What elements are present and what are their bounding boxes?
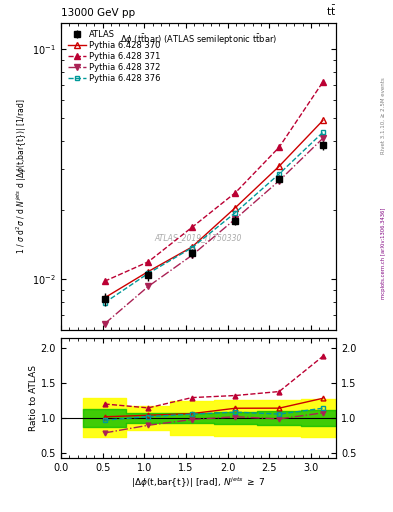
Pythia 6.428 372: [189, 252, 194, 259]
Pythia 6.428 370: [320, 117, 325, 123]
Pythia 6.428 376: [146, 270, 151, 276]
Text: t$\bar{\mathrm{t}}$: t$\bar{\mathrm{t}}$: [326, 4, 336, 18]
Pythia 6.428 371: [233, 189, 238, 196]
Pythia 6.428 376: [102, 300, 107, 306]
Pythia 6.428 372: [320, 135, 325, 141]
Pythia 6.428 370: [146, 268, 151, 274]
Pythia 6.428 370: [277, 163, 281, 169]
X-axis label: |$\Delta\phi$(t,bar{t})| [rad], $N^{jets}$ $\geq$ 7: |$\Delta\phi$(t,bar{t})| [rad], $N^{jets…: [131, 476, 266, 490]
Pythia 6.428 370: [102, 295, 107, 301]
Pythia 6.428 370: [189, 244, 194, 250]
Pythia 6.428 371: [102, 278, 107, 284]
Y-axis label: Ratio to ATLAS: Ratio to ATLAS: [29, 365, 38, 431]
Text: Rivet 3.1.10, ≥ 2.5M events: Rivet 3.1.10, ≥ 2.5M events: [381, 77, 386, 154]
Text: $\Delta\phi$ (t$\bar{\mathrm{t}}$bar) (ATLAS semileptonic t$\bar{\mathrm{t}}$bar: $\Delta\phi$ (t$\bar{\mathrm{t}}$bar) (A…: [120, 32, 277, 47]
Pythia 6.428 376: [320, 130, 325, 136]
Text: ATLAS_2019_I1750330: ATLAS_2019_I1750330: [155, 233, 242, 243]
Text: mcplots.cern.ch [arXiv:1306.3436]: mcplots.cern.ch [arXiv:1306.3436]: [381, 208, 386, 299]
Pythia 6.428 371: [146, 259, 151, 265]
Pythia 6.428 376: [277, 171, 281, 177]
Y-axis label: 1 / $\sigma$ d$^2\sigma$ / d $N^{jets}$ d |$\Delta\phi$(t,bar{t})| [1/rad]: 1 / $\sigma$ d$^2\sigma$ / d $N^{jets}$ …: [15, 99, 29, 254]
Pythia 6.428 372: [146, 284, 151, 290]
Pythia 6.428 372: [233, 216, 238, 222]
Pythia 6.428 370: [233, 204, 238, 210]
Pythia 6.428 371: [277, 144, 281, 151]
Line: Pythia 6.428 372: Pythia 6.428 372: [102, 136, 326, 327]
Pythia 6.428 372: [102, 321, 107, 327]
Pythia 6.428 376: [233, 209, 238, 216]
Pythia 6.428 371: [189, 224, 194, 230]
Pythia 6.428 371: [320, 79, 325, 85]
Line: Pythia 6.428 371: Pythia 6.428 371: [102, 79, 326, 284]
Line: Pythia 6.428 376: Pythia 6.428 376: [102, 130, 325, 305]
Text: 13000 GeV pp: 13000 GeV pp: [61, 8, 135, 18]
Legend: ATLAS, Pythia 6.428 370, Pythia 6.428 371, Pythia 6.428 372, Pythia 6.428 376: ATLAS, Pythia 6.428 370, Pythia 6.428 37…: [65, 27, 163, 86]
Pythia 6.428 376: [189, 245, 194, 251]
Pythia 6.428 372: [277, 178, 281, 184]
Line: Pythia 6.428 370: Pythia 6.428 370: [102, 118, 326, 301]
